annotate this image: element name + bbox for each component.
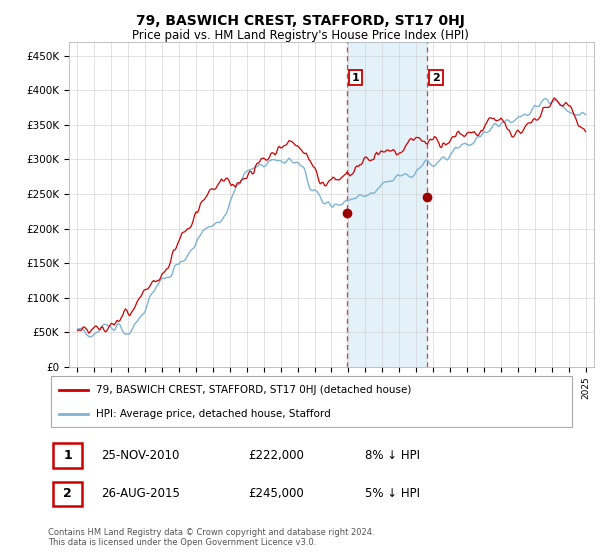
Text: £222,000: £222,000 <box>248 449 305 462</box>
Text: 2: 2 <box>64 487 72 500</box>
Text: 79, BASWICH CREST, STAFFORD, ST17 0HJ: 79, BASWICH CREST, STAFFORD, ST17 0HJ <box>136 14 464 28</box>
Text: 2: 2 <box>432 73 440 82</box>
Text: £245,000: £245,000 <box>248 487 304 500</box>
Text: 1: 1 <box>64 449 72 462</box>
Bar <box>347 42 427 367</box>
FancyBboxPatch shape <box>53 444 82 468</box>
Text: 5% ↓ HPI: 5% ↓ HPI <box>365 487 420 500</box>
FancyBboxPatch shape <box>53 482 82 506</box>
Text: 1: 1 <box>352 73 359 82</box>
Text: Price paid vs. HM Land Registry's House Price Index (HPI): Price paid vs. HM Land Registry's House … <box>131 29 469 42</box>
FancyBboxPatch shape <box>50 376 572 427</box>
Text: 25-NOV-2010: 25-NOV-2010 <box>101 449 179 462</box>
Text: Contains HM Land Registry data © Crown copyright and database right 2024.
This d: Contains HM Land Registry data © Crown c… <box>48 528 374 547</box>
Text: 79, BASWICH CREST, STAFFORD, ST17 0HJ (detached house): 79, BASWICH CREST, STAFFORD, ST17 0HJ (d… <box>95 385 411 395</box>
Text: 26-AUG-2015: 26-AUG-2015 <box>101 487 179 500</box>
Text: HPI: Average price, detached house, Stafford: HPI: Average price, detached house, Staf… <box>95 409 330 419</box>
Text: 8% ↓ HPI: 8% ↓ HPI <box>365 449 420 462</box>
